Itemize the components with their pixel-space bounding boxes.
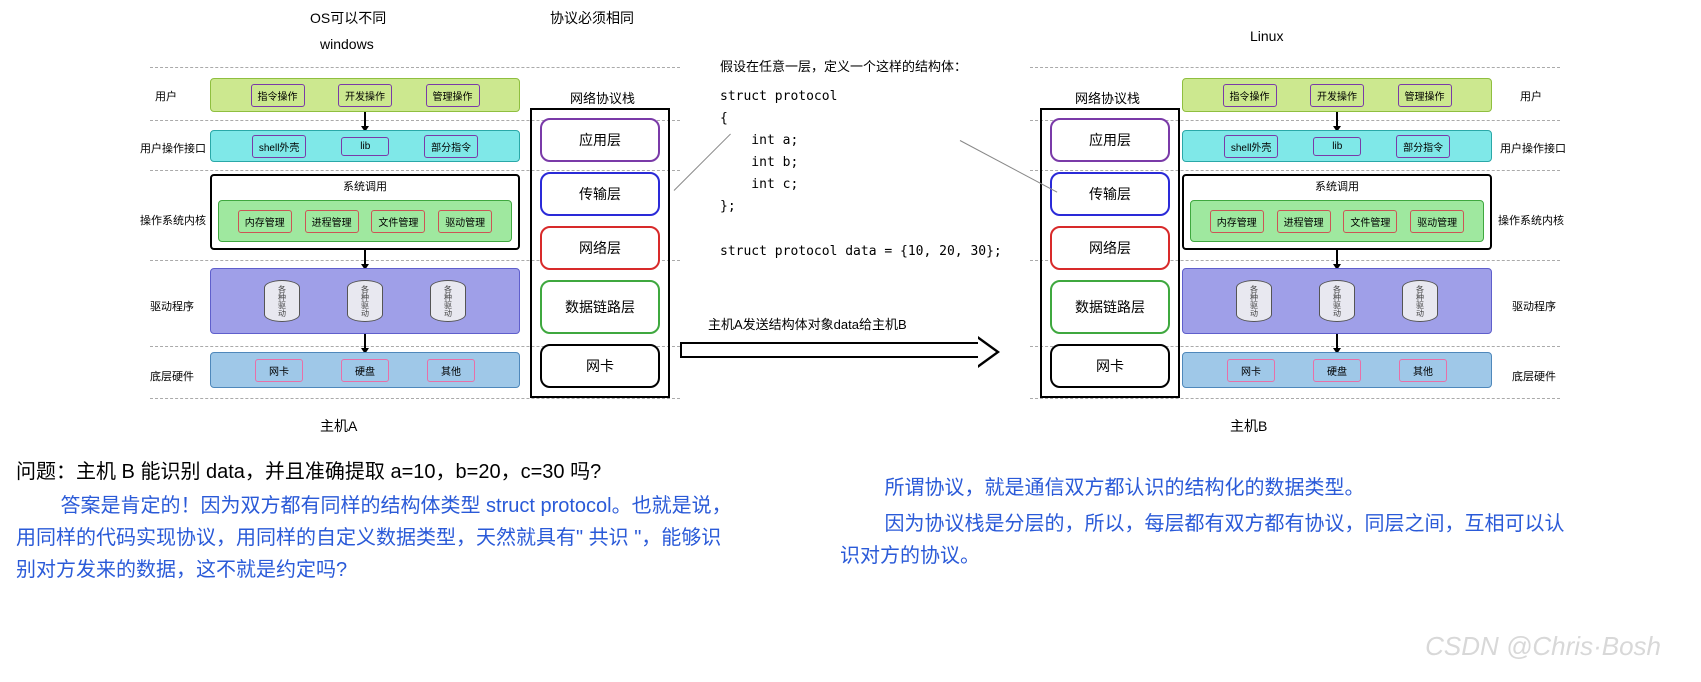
proto-stack-label-b: 网络协议栈 (1075, 88, 1140, 107)
item: 指令操作 (1223, 84, 1277, 107)
item: 部分指令 (1396, 135, 1450, 158)
host-a-os-stack: 指令操作 开发操作 管理操作 shell外壳 lib 部分指令 系统调用 内存管… (210, 72, 520, 412)
syscall-title: 系统调用 (212, 178, 518, 194)
pB-nic: 网卡 (1050, 344, 1170, 388)
cyl: 各种驱动 (1236, 280, 1272, 322)
proto-stack-label-a: 网络协议栈 (570, 88, 635, 107)
item: 开发操作 (1310, 84, 1364, 107)
row-user: 用户 (155, 88, 177, 104)
cyl: 各种驱动 (347, 280, 383, 322)
osB-syscall: 系统调用 内存管理 进程管理 文件管理 驱动管理 (1182, 174, 1492, 250)
row-hw-r: 底层硬件 (1512, 368, 1556, 384)
osB-l2: shell外壳 lib 部分指令 (1182, 130, 1492, 162)
item: 内存管理 (238, 210, 292, 233)
item: 网卡 (1227, 359, 1275, 382)
item: 进程管理 (305, 210, 359, 233)
item: 文件管理 (371, 210, 425, 233)
item: 管理操作 (426, 84, 480, 107)
cyl: 各种驱动 (1319, 280, 1355, 322)
item: 进程管理 (1277, 210, 1331, 233)
code-block: struct protocol { int a; int b; int c; }… (720, 86, 1002, 263)
item: 驱动管理 (1410, 210, 1464, 233)
guide (150, 67, 680, 68)
item: 文件管理 (1343, 210, 1397, 233)
item: 指令操作 (251, 84, 305, 107)
item: 部分指令 (424, 135, 478, 158)
pB-app: 应用层 (1050, 118, 1170, 162)
pB-trans: 传输层 (1050, 172, 1170, 216)
label-windows: windows (320, 36, 374, 52)
pB-net: 网络层 (1050, 226, 1170, 270)
big-arrow (680, 342, 980, 358)
osA-l5: 网卡 硬盘 其他 (210, 352, 520, 388)
row-driver-r: 驱动程序 (1512, 298, 1556, 314)
item: shell外壳 (1224, 135, 1279, 158)
send-text: 主机A发送结构体对象data给主机B (708, 314, 907, 333)
host-b-label: 主机B (1230, 416, 1267, 436)
row-user-r: 用户 (1520, 88, 1542, 104)
item: 硬盘 (1313, 359, 1361, 382)
osB-l4: 各种驱动 各种驱动 各种驱动 (1182, 268, 1492, 334)
pB-link: 数据链路层 (1050, 280, 1170, 334)
cyl: 各种驱动 (430, 280, 466, 322)
proto-stack-b: 应用层 传输层 网络层 数据链路层 网卡 (1040, 108, 1180, 398)
pA-link: 数据链路层 (540, 280, 660, 334)
question: 问题：主机 B 能识别 data，并且准确提取 a=10，b=20，c=30 吗… (16, 456, 736, 488)
cyl: 各种驱动 (264, 280, 300, 322)
label-proto-same: 协议必须相同 (550, 8, 634, 28)
item: 硬盘 (341, 359, 389, 382)
right-text-2: 因为协议栈是分层的，所以，每层都有双方都有协议，同层之间，互相可以认识对方的协议… (840, 508, 1580, 572)
osB-l5: 网卡 硬盘 其他 (1182, 352, 1492, 388)
pA-net: 网络层 (540, 226, 660, 270)
row-userif-r: 用户操作接口 (1500, 140, 1566, 156)
item: lib (1313, 137, 1361, 156)
item: 管理操作 (1398, 84, 1452, 107)
assume-text: 假设在任意一层，定义一个这样的结构体： (720, 56, 967, 75)
pA-trans: 传输层 (540, 172, 660, 216)
item: 开发操作 (338, 84, 392, 107)
item: 驱动管理 (438, 210, 492, 233)
item: 网卡 (255, 359, 303, 382)
label-os-diff: OS可以不同 (310, 8, 386, 28)
syscall-title: 系统调用 (1184, 178, 1490, 194)
item: 其他 (427, 359, 475, 382)
osA-l1: 指令操作 开发操作 管理操作 (210, 78, 520, 112)
osA-l2: shell外壳 lib 部分指令 (210, 130, 520, 162)
host-b-os-stack: 指令操作 开发操作 管理操作 shell外壳 lib 部分指令 系统调用 内存管… (1182, 72, 1492, 412)
osA-l4: 各种驱动 各种驱动 各种驱动 (210, 268, 520, 334)
row-driver: 驱动程序 (150, 298, 194, 314)
row-kernel-r: 操作系统内核 (1498, 212, 1564, 228)
item: shell外壳 (252, 135, 307, 158)
cyl: 各种驱动 (1402, 280, 1438, 322)
proto-stack-a: 应用层 传输层 网络层 数据链路层 网卡 (530, 108, 670, 398)
answer: 答案是肯定的！因为双方都有同样的结构体类型 struct protocol。也就… (16, 490, 736, 586)
row-kernel: 操作系统内核 (140, 212, 206, 228)
guide (1030, 67, 1560, 68)
right-text-1: 所谓协议，就是通信双方都认识的结构化的数据类型。 (840, 472, 1580, 504)
item: 内存管理 (1210, 210, 1264, 233)
osA-syscall: 系统调用 内存管理 进程管理 文件管理 驱动管理 (210, 174, 520, 250)
host-a-label: 主机A (320, 416, 357, 436)
pA-nic: 网卡 (540, 344, 660, 388)
osB-l3: 内存管理 进程管理 文件管理 驱动管理 (1190, 200, 1484, 242)
osB-l1: 指令操作 开发操作 管理操作 (1182, 78, 1492, 112)
pA-app: 应用层 (540, 118, 660, 162)
item: lib (341, 137, 389, 156)
item: 其他 (1399, 359, 1447, 382)
watermark: CSDN @Chris·Bosh (1425, 631, 1661, 662)
label-linux: Linux (1250, 28, 1283, 44)
row-hw: 底层硬件 (150, 368, 194, 384)
row-userif: 用户操作接口 (140, 140, 206, 156)
osA-l3: 内存管理 进程管理 文件管理 驱动管理 (218, 200, 512, 242)
